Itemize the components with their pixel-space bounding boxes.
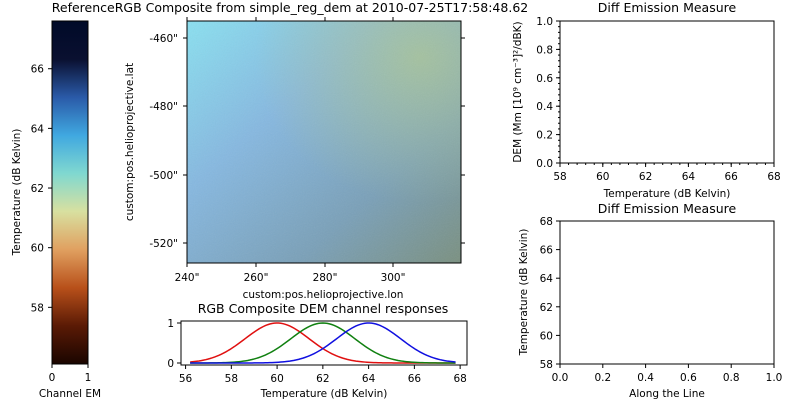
image-y-tick-label: -460" <box>149 33 178 45</box>
colorbar-xlabel: Channel EM <box>39 388 101 400</box>
line-x-tick-label: 0.0 <box>552 372 569 384</box>
line-panel: Diff Emission Measure 0.0 0.2 0.4 0.6 0.8 1.0… <box>518 201 782 400</box>
response-x-tick-label: 62 <box>316 373 329 385</box>
response-series-line-2 <box>190 322 456 364</box>
response-x-tick-label: 56 <box>179 373 193 385</box>
dem-x-tick-label: 68 <box>767 171 780 183</box>
line-xlabel: Along the Line <box>629 388 705 400</box>
response-x-tick-label: 68 <box>453 373 466 385</box>
image-x-ticks: 240" 260" 280" 300" <box>175 17 406 284</box>
response-y-ticks: 01 <box>167 318 181 370</box>
dem-panel-frame <box>559 20 775 164</box>
colorbar-y-tick-label: 62 <box>31 183 44 195</box>
main-title: ReferenceRGB Composite from simple_reg_d… <box>52 0 528 15</box>
line-x-tick-label: 0.4 <box>637 372 654 384</box>
line-y-tick-label: 62 <box>540 302 553 314</box>
image-y-tick-label: -500" <box>149 170 178 182</box>
dem-x-tick-label: 64 <box>682 171 696 183</box>
line-y-tick-label: 66 <box>540 245 554 257</box>
colorbar-y-ticks: 58 60 62 64 66 <box>31 64 52 314</box>
line-y-ticks: 58 60 62 64 66 68 <box>540 216 560 371</box>
response-x-tick-label: 60 <box>270 373 283 385</box>
response-y-tick-label: 0 <box>167 358 174 370</box>
line-y-tick-label: 60 <box>540 330 553 342</box>
dem-xlabel: Temperature (dB Kelvin) <box>603 188 731 200</box>
colorbar-y-tick-label: 64 <box>31 123 45 135</box>
image-y-tick-label: -520" <box>149 238 178 250</box>
dem-ylabel: DEM (Mm [10⁹ cm⁻³]²/dBK) <box>512 21 524 162</box>
line-y-tick-label: 68 <box>540 216 553 228</box>
colorbar-y-tick-label: 58 <box>31 302 44 314</box>
response-x-ticks: 56 58 60 62 64 66 68 <box>179 365 467 385</box>
line-x-ticks: 0.0 0.2 0.4 0.6 0.8 1.0 <box>552 364 783 384</box>
line-y-tick-label: 64 <box>540 273 554 285</box>
image-y-ticks: -460" -480" -500" -520" <box>149 33 465 250</box>
image-ylabel: custom:pos.helioprojective.lat <box>124 63 136 221</box>
dem-x-tick-label: 62 <box>639 171 652 183</box>
dem-x-ticks: 58 60 62 64 66 68 <box>553 163 781 183</box>
line-x-tick-label: 0.6 <box>680 372 697 384</box>
dem-panel-title: Diff Emission Measure <box>598 0 737 15</box>
response-chart-frame <box>180 320 468 366</box>
image-x-tick-label: 300" <box>381 272 406 284</box>
response-xlabel: Temperature (dB Kelvin) <box>260 388 388 400</box>
dem-y-tick-label: 0.8 <box>536 44 553 56</box>
dem-y-tick-label: 1.0 <box>536 16 553 28</box>
dem-y-tick-label: 0.0 <box>536 158 553 170</box>
line-panel-frame <box>559 220 775 365</box>
dem-y-ticks: 0.0 0.2 0.4 0.6 0.8 1.0 <box>536 16 560 170</box>
colorbar-y-tick-label: 60 <box>31 243 44 255</box>
response-series-line-1 <box>190 322 456 364</box>
colorbar-y-tick-label: 66 <box>31 64 45 76</box>
dem-x-tick-label: 60 <box>596 171 609 183</box>
dem-y-tick-label: 0.2 <box>536 130 553 142</box>
response-series-lines <box>190 322 456 364</box>
image-noise <box>187 21 461 263</box>
dem-y-tick-label: 0.6 <box>536 73 553 85</box>
dem-panel: Diff Emission Measure 58 60 62 64 66 68 0.00.… <box>512 0 781 200</box>
response-x-tick-label: 66 <box>408 373 422 385</box>
dem-x-tick-label: 58 <box>553 171 566 183</box>
dem-x-tick-label: 66 <box>725 171 739 183</box>
response-chart-title: RGB Composite DEM channel responses <box>198 301 449 316</box>
line-x-tick-label: 0.2 <box>594 372 611 384</box>
line-ylabel: Temperature (dB Kelvin) <box>518 229 530 357</box>
image-x-tick-label: 240" <box>175 272 200 284</box>
response-x-tick-label: 64 <box>362 373 376 385</box>
line-panel-title: Diff Emission Measure <box>598 201 737 216</box>
response-y-tick-label: 1 <box>167 318 174 330</box>
image-panel: 240" 260" 280" 300" -460" -480" -500" -520" cu… <box>124 17 465 301</box>
colorbar-bar <box>51 20 89 365</box>
line-x-tick-label: 1.0 <box>766 372 783 384</box>
line-y-tick-label: 58 <box>540 359 553 371</box>
image-frame <box>186 20 462 264</box>
colorbar-ylabel: Temperature (dB Kelvin) <box>11 129 23 257</box>
response-series-line-0 <box>190 322 456 364</box>
dem-y-tick-label: 0.4 <box>536 101 553 113</box>
image-x-tick-label: 280" <box>313 272 338 284</box>
response-x-tick-label: 58 <box>225 373 238 385</box>
response-chart: RGB Composite DEM channel responses 56 58… <box>167 301 468 400</box>
line-x-tick-label: 0.8 <box>723 372 740 384</box>
colorbar-x-tick-label: 1 <box>85 372 92 384</box>
colorbar-x-tick-label: 0 <box>49 372 56 384</box>
image-xlabel: custom:pos.helioprojective.lon <box>243 289 404 301</box>
image-x-tick-label: 260" <box>244 272 269 284</box>
image-y-tick-label: -480" <box>149 101 178 113</box>
